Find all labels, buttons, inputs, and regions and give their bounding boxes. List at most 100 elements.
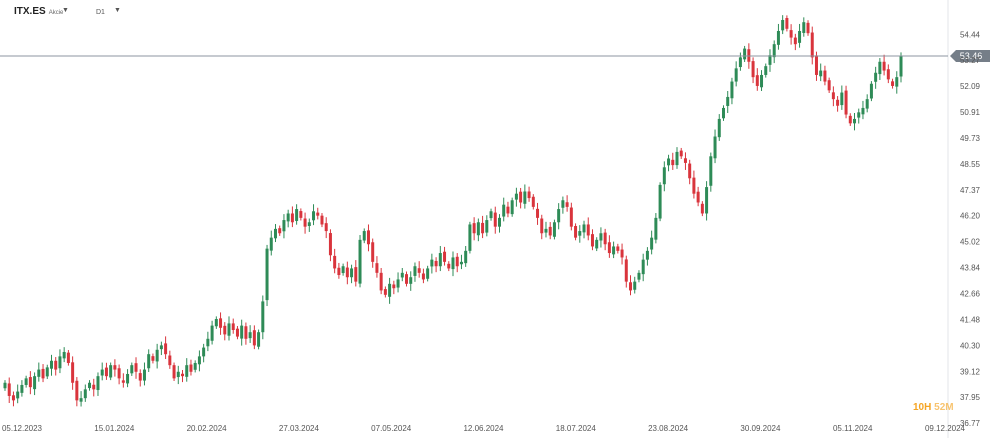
candle-body <box>738 57 742 68</box>
candle-body <box>514 193 518 200</box>
candle-body <box>430 259 434 267</box>
candle-body <box>667 158 671 166</box>
candle-body <box>265 248 269 301</box>
candle-body <box>278 228 282 234</box>
candle-body <box>658 184 662 219</box>
candle-body <box>413 266 417 276</box>
candle-body <box>891 81 895 86</box>
candle-body <box>113 365 117 370</box>
y-tick-label: 53.27 <box>960 56 981 65</box>
candle-body <box>307 222 311 227</box>
candle-body <box>561 200 565 208</box>
candle-body <box>713 136 717 159</box>
candle-body <box>802 22 806 33</box>
candle-body <box>350 268 354 278</box>
candle-body <box>844 90 848 115</box>
candle-body <box>502 204 506 217</box>
y-tick-label: 43.84 <box>960 264 981 273</box>
candle-body <box>366 230 370 245</box>
candle-body <box>599 233 603 241</box>
candle-body <box>341 266 345 274</box>
caret-down-icon[interactable]: ▼ <box>62 7 69 14</box>
candle-body <box>7 383 11 396</box>
candle-body <box>468 224 472 251</box>
candle-body <box>388 283 392 297</box>
candle-body <box>544 228 548 233</box>
y-tick-label: 42.66 <box>960 290 981 299</box>
candle-body <box>66 352 70 363</box>
candle-body <box>447 263 451 269</box>
candle-body <box>312 211 316 221</box>
candle-body <box>882 61 886 71</box>
candle-body <box>392 284 396 289</box>
candle-body <box>41 368 45 379</box>
candle-body <box>417 268 421 273</box>
candle-body <box>92 384 96 390</box>
candle-body <box>679 150 683 157</box>
candle-body <box>886 69 890 80</box>
candle-body <box>358 239 362 284</box>
candle-body <box>33 376 37 390</box>
candle-body <box>303 218 307 227</box>
candle-body <box>244 326 248 339</box>
candle-body <box>333 255 337 269</box>
candle-body <box>717 118 721 138</box>
candle-body <box>185 365 189 377</box>
candle-body <box>400 272 404 278</box>
x-axis[interactable]: 05.12.2023 15.01.2024 20.02.2024 27.03.2024… <box>2 424 966 433</box>
candle-body <box>506 206 510 214</box>
candle-body <box>785 18 789 29</box>
candle-body <box>193 362 197 370</box>
candle-body <box>83 389 87 399</box>
candle-body <box>71 362 75 383</box>
candle-body <box>641 259 645 275</box>
candle-body <box>696 191 700 203</box>
candle-body <box>257 332 261 347</box>
candle-body <box>3 382 7 389</box>
candle-body <box>789 30 793 38</box>
candle-body <box>764 66 768 75</box>
candle-body <box>654 217 658 240</box>
candle-body <box>286 213 290 222</box>
candle-body <box>705 187 709 214</box>
candle-body <box>768 55 772 65</box>
candles-layer <box>3 15 903 407</box>
timeframe-selector[interactable]: D1 <box>96 9 105 16</box>
candle-body <box>155 349 159 362</box>
candle-body <box>223 325 227 335</box>
candle-body <box>328 233 332 256</box>
symbol-type-label: Akcie <box>48 10 64 16</box>
candle-body <box>612 246 616 255</box>
x-tick-label: 05.11.2024 <box>833 424 873 433</box>
symbol-selector[interactable]: ITX.ES Akcie <box>14 6 63 17</box>
candle-body <box>493 212 497 227</box>
symbol-label: ITX.ES <box>14 6 46 17</box>
candle-body <box>472 223 476 234</box>
candle-body <box>62 351 66 359</box>
current-price-tag: 53.46 <box>950 50 990 63</box>
candle-body <box>865 99 869 109</box>
candle-body <box>531 196 535 207</box>
candle-body <box>519 191 523 203</box>
candle-body <box>362 231 366 241</box>
candle-body <box>164 343 168 355</box>
candle-body <box>79 398 83 402</box>
candle-body <box>637 272 641 280</box>
candle-body <box>16 391 20 399</box>
y-tick-label: 36.77 <box>960 419 981 428</box>
candle-body <box>734 68 738 82</box>
candle-body <box>273 228 277 239</box>
x-tick-label: 30.09.2024 <box>740 424 781 433</box>
y-tick-label: 46.20 <box>960 212 981 221</box>
candle-body <box>202 347 206 357</box>
candle-body <box>726 96 730 106</box>
candle-body <box>464 250 468 264</box>
candle-body <box>206 338 210 347</box>
y-axis[interactable]: 36.77 37.95 39.12 40.30 41.48 42.66 43.84 45.02… <box>960 31 981 428</box>
candle-body <box>527 191 531 199</box>
caret-down-icon[interactable]: ▼ <box>114 7 121 14</box>
candle-body <box>810 32 814 58</box>
candle-body <box>405 274 409 284</box>
